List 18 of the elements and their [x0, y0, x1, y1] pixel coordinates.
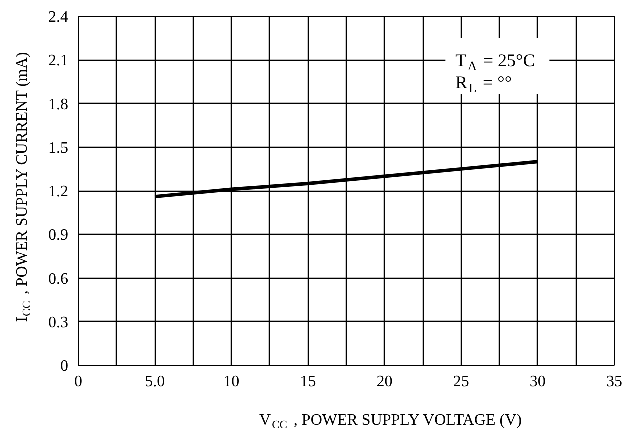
- y-tick-label: 2.4: [48, 9, 68, 26]
- y-tick-label: 0: [60, 358, 68, 375]
- y-tick-label: 1.8: [48, 96, 68, 114]
- y-tick-label: 0.3: [48, 314, 68, 332]
- line-series: [153, 160, 540, 199]
- x-tick-label: 30: [530, 374, 546, 390]
- x-tick-label: 20: [376, 374, 393, 390]
- x-tick-label: 15: [300, 374, 316, 390]
- y-tick-label: 2.1: [48, 52, 68, 70]
- x-tick-label: 35: [606, 374, 622, 390]
- x-tick-label: 5.0: [145, 374, 166, 390]
- y-tick-label: 1.5: [48, 140, 68, 157]
- x-tick-label: 25: [453, 374, 470, 390]
- y-tick-label: 1.2: [48, 184, 68, 200]
- x-tick-label: 0: [74, 374, 82, 390]
- x-tick-label: 10: [224, 374, 240, 390]
- y-tick-label: 0.6: [48, 270, 68, 288]
- y-tick-label: 0.9: [48, 227, 68, 244]
